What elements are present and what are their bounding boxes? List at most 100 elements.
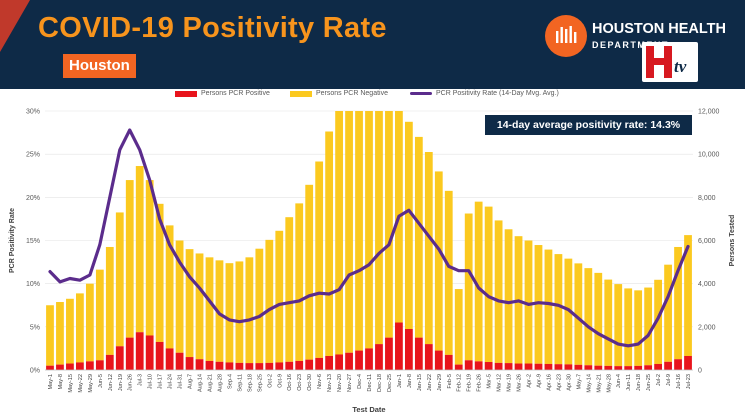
x-tick-label: Sep-25 (257, 374, 263, 392)
x-tick-label: Feb-12 (457, 374, 463, 392)
bar-positive (464, 360, 473, 370)
x-tick-label: May-8 (58, 374, 64, 390)
x-tick-label: Jul-16 (676, 374, 682, 389)
bar-positive (245, 363, 254, 370)
bar-negative (414, 136, 423, 338)
x-tick-label: Oct-23 (297, 374, 303, 391)
positivity-chart: 0% 5% 10% 15% 20% 25% 30% 0 2,000 4,000 6,000 8,000… (9, 109, 736, 415)
page-title: COVID-19 Positivity Rate (38, 12, 387, 44)
x-tick-label: Jul-2 (656, 374, 662, 386)
bars (46, 111, 692, 370)
x-tick-label: Feb-5 (447, 374, 453, 389)
bar-positive (624, 366, 633, 370)
bar-positive (275, 362, 284, 370)
x-tick-label: Feb-19 (467, 374, 473, 392)
bar-positive (514, 363, 523, 370)
bar-negative (135, 166, 144, 333)
x-tick-label: Jul-24 (168, 374, 174, 389)
bar-negative (375, 111, 383, 345)
bar-negative (225, 263, 234, 363)
bar-negative (185, 249, 194, 358)
bar-positive (414, 337, 423, 370)
bar-positive (564, 364, 573, 370)
x-tick-label: Sep-18 (247, 374, 253, 392)
corner-accent (0, 0, 30, 52)
bar-negative (365, 111, 373, 349)
x-tick-label: Apr-2 (527, 374, 533, 388)
htv-tv-text: tv (674, 57, 687, 76)
legend-label-rate: PCR Positivity Rate (14-Day Mvg. Avg.) (436, 90, 559, 97)
bar-negative (145, 180, 154, 336)
bar-negative (85, 283, 94, 362)
bar-negative (454, 289, 463, 365)
bar-positive (684, 355, 692, 370)
bar-positive (424, 344, 433, 370)
bar-positive (594, 365, 603, 370)
y-tick-label-right: 0 (698, 368, 702, 375)
x-tick-label: Jun-12 (108, 374, 114, 391)
bar-positive (375, 344, 383, 370)
bar-positive (444, 354, 453, 370)
x-tick-label: May-22 (78, 374, 84, 393)
bar-negative (285, 217, 294, 362)
bar-positive (135, 332, 144, 370)
legend-swatch-positive (175, 90, 197, 97)
bar-positive (574, 364, 583, 370)
bar-positive (584, 365, 593, 370)
bar-negative (275, 230, 284, 363)
x-tick-label: May-7 (576, 374, 582, 390)
x-tick-label: Jan-22 (427, 374, 433, 391)
bar-negative (235, 261, 244, 363)
bar-positive (315, 357, 324, 370)
x-tick-label: Mar-26 (517, 374, 523, 392)
logo-bars-icon (556, 26, 577, 43)
y-tick-label-left: 5% (30, 324, 40, 331)
bar-negative (504, 229, 513, 364)
bar-negative (664, 264, 672, 362)
x-tick-label: May-1 (48, 374, 54, 390)
bar-positive (165, 348, 174, 370)
bar-negative (195, 253, 204, 360)
x-tick-label: Nov-20 (337, 374, 343, 392)
chart-legend: Persons PCR Positive Persons PCR Negativ… (0, 90, 745, 104)
x-tick-label: Jan-29 (437, 374, 443, 391)
bar-positive (175, 352, 184, 370)
bar-positive (125, 337, 134, 370)
bar-positive (305, 359, 314, 370)
bar-positive (46, 365, 54, 370)
x-tick-label: Oct-9 (277, 374, 283, 388)
axes: 0% 5% 10% 15% 20% 25% 30% 0 2,000 4,000 6,000 8,000… (9, 109, 736, 415)
bar-positive (614, 366, 623, 370)
y-tick-label-right: 4,000 (698, 281, 716, 288)
bar-positive (225, 362, 234, 370)
bar-negative (474, 201, 483, 362)
bar-negative (385, 111, 393, 338)
bar-positive (145, 335, 154, 370)
logo-department: DEPARTMENT (592, 40, 669, 50)
bar-negative (76, 293, 84, 363)
bar-negative (544, 249, 553, 364)
bar-positive (434, 350, 443, 370)
x-tick-label: Jun-4 (616, 374, 622, 388)
x-tick-label: May-15 (68, 374, 74, 393)
bar-negative (634, 290, 643, 366)
bar-negative (444, 190, 453, 355)
bar-negative (315, 161, 324, 358)
bar-negative (404, 121, 413, 329)
bar-negative (624, 288, 633, 367)
rate-line (48, 128, 690, 348)
x-tick-label: Sep-11 (237, 374, 243, 392)
bar-negative (265, 239, 274, 363)
bar-negative (464, 213, 473, 361)
bar-negative (434, 171, 443, 351)
bar-negative (325, 131, 334, 356)
legend-item-rate: PCR Positivity Rate (14-Day Mvg. Avg.) (410, 90, 559, 97)
x-tick-label: Oct-16 (287, 374, 293, 391)
x-tick-label: May-14 (586, 374, 592, 393)
rate-line-path (48, 128, 690, 348)
x-tick-label: Jan-15 (417, 374, 423, 391)
bar-positive (325, 355, 334, 370)
legend-item-negative: Persons PCR Negative (290, 90, 388, 97)
bar-positive (554, 364, 563, 370)
y-tick-label-left: 30% (26, 109, 40, 116)
